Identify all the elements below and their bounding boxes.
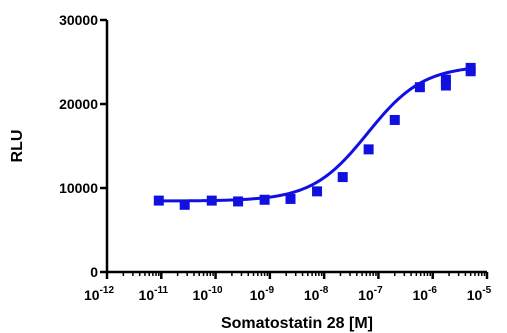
data-point	[414, 82, 425, 93]
data-point	[440, 80, 451, 91]
data-point	[440, 74, 451, 85]
x-tick-label: 10-6	[412, 285, 437, 303]
data-point	[179, 199, 190, 210]
y-tick-label: 20000	[59, 96, 98, 112]
y-axis: 0 10000 20000 30000	[59, 12, 109, 280]
y-axis-title: RLU	[9, 130, 26, 163]
data-point	[389, 114, 400, 125]
data-point	[206, 195, 217, 206]
x-axis-title: Somatostatin 28 [M]	[221, 315, 373, 332]
data-point	[312, 186, 323, 197]
x-tick-label: 10-11	[139, 285, 169, 303]
x-axis: 10-12 10-11 10-10 10-9 10-8 10-7 10-6 10-5	[84, 270, 492, 303]
data-point	[285, 193, 296, 204]
x-tick-label: 10-5	[467, 285, 492, 303]
y-tick-label: 0	[90, 264, 98, 280]
data-point	[363, 144, 374, 155]
y-tick-label: 30000	[59, 12, 98, 28]
x-tick-label: 10-9	[250, 285, 275, 303]
x-tick-label: 10-7	[358, 285, 383, 303]
plot-area	[153, 62, 476, 210]
data-point	[153, 195, 164, 206]
data-point	[233, 196, 244, 207]
x-tick-label: 10-10	[193, 285, 223, 303]
x-tick-label: 10-8	[304, 285, 329, 303]
data-point	[337, 172, 348, 183]
y-tick-label: 10000	[59, 180, 98, 196]
data-point	[259, 194, 270, 205]
data-point	[465, 62, 476, 73]
x-tick-label: 10-12	[84, 285, 114, 303]
